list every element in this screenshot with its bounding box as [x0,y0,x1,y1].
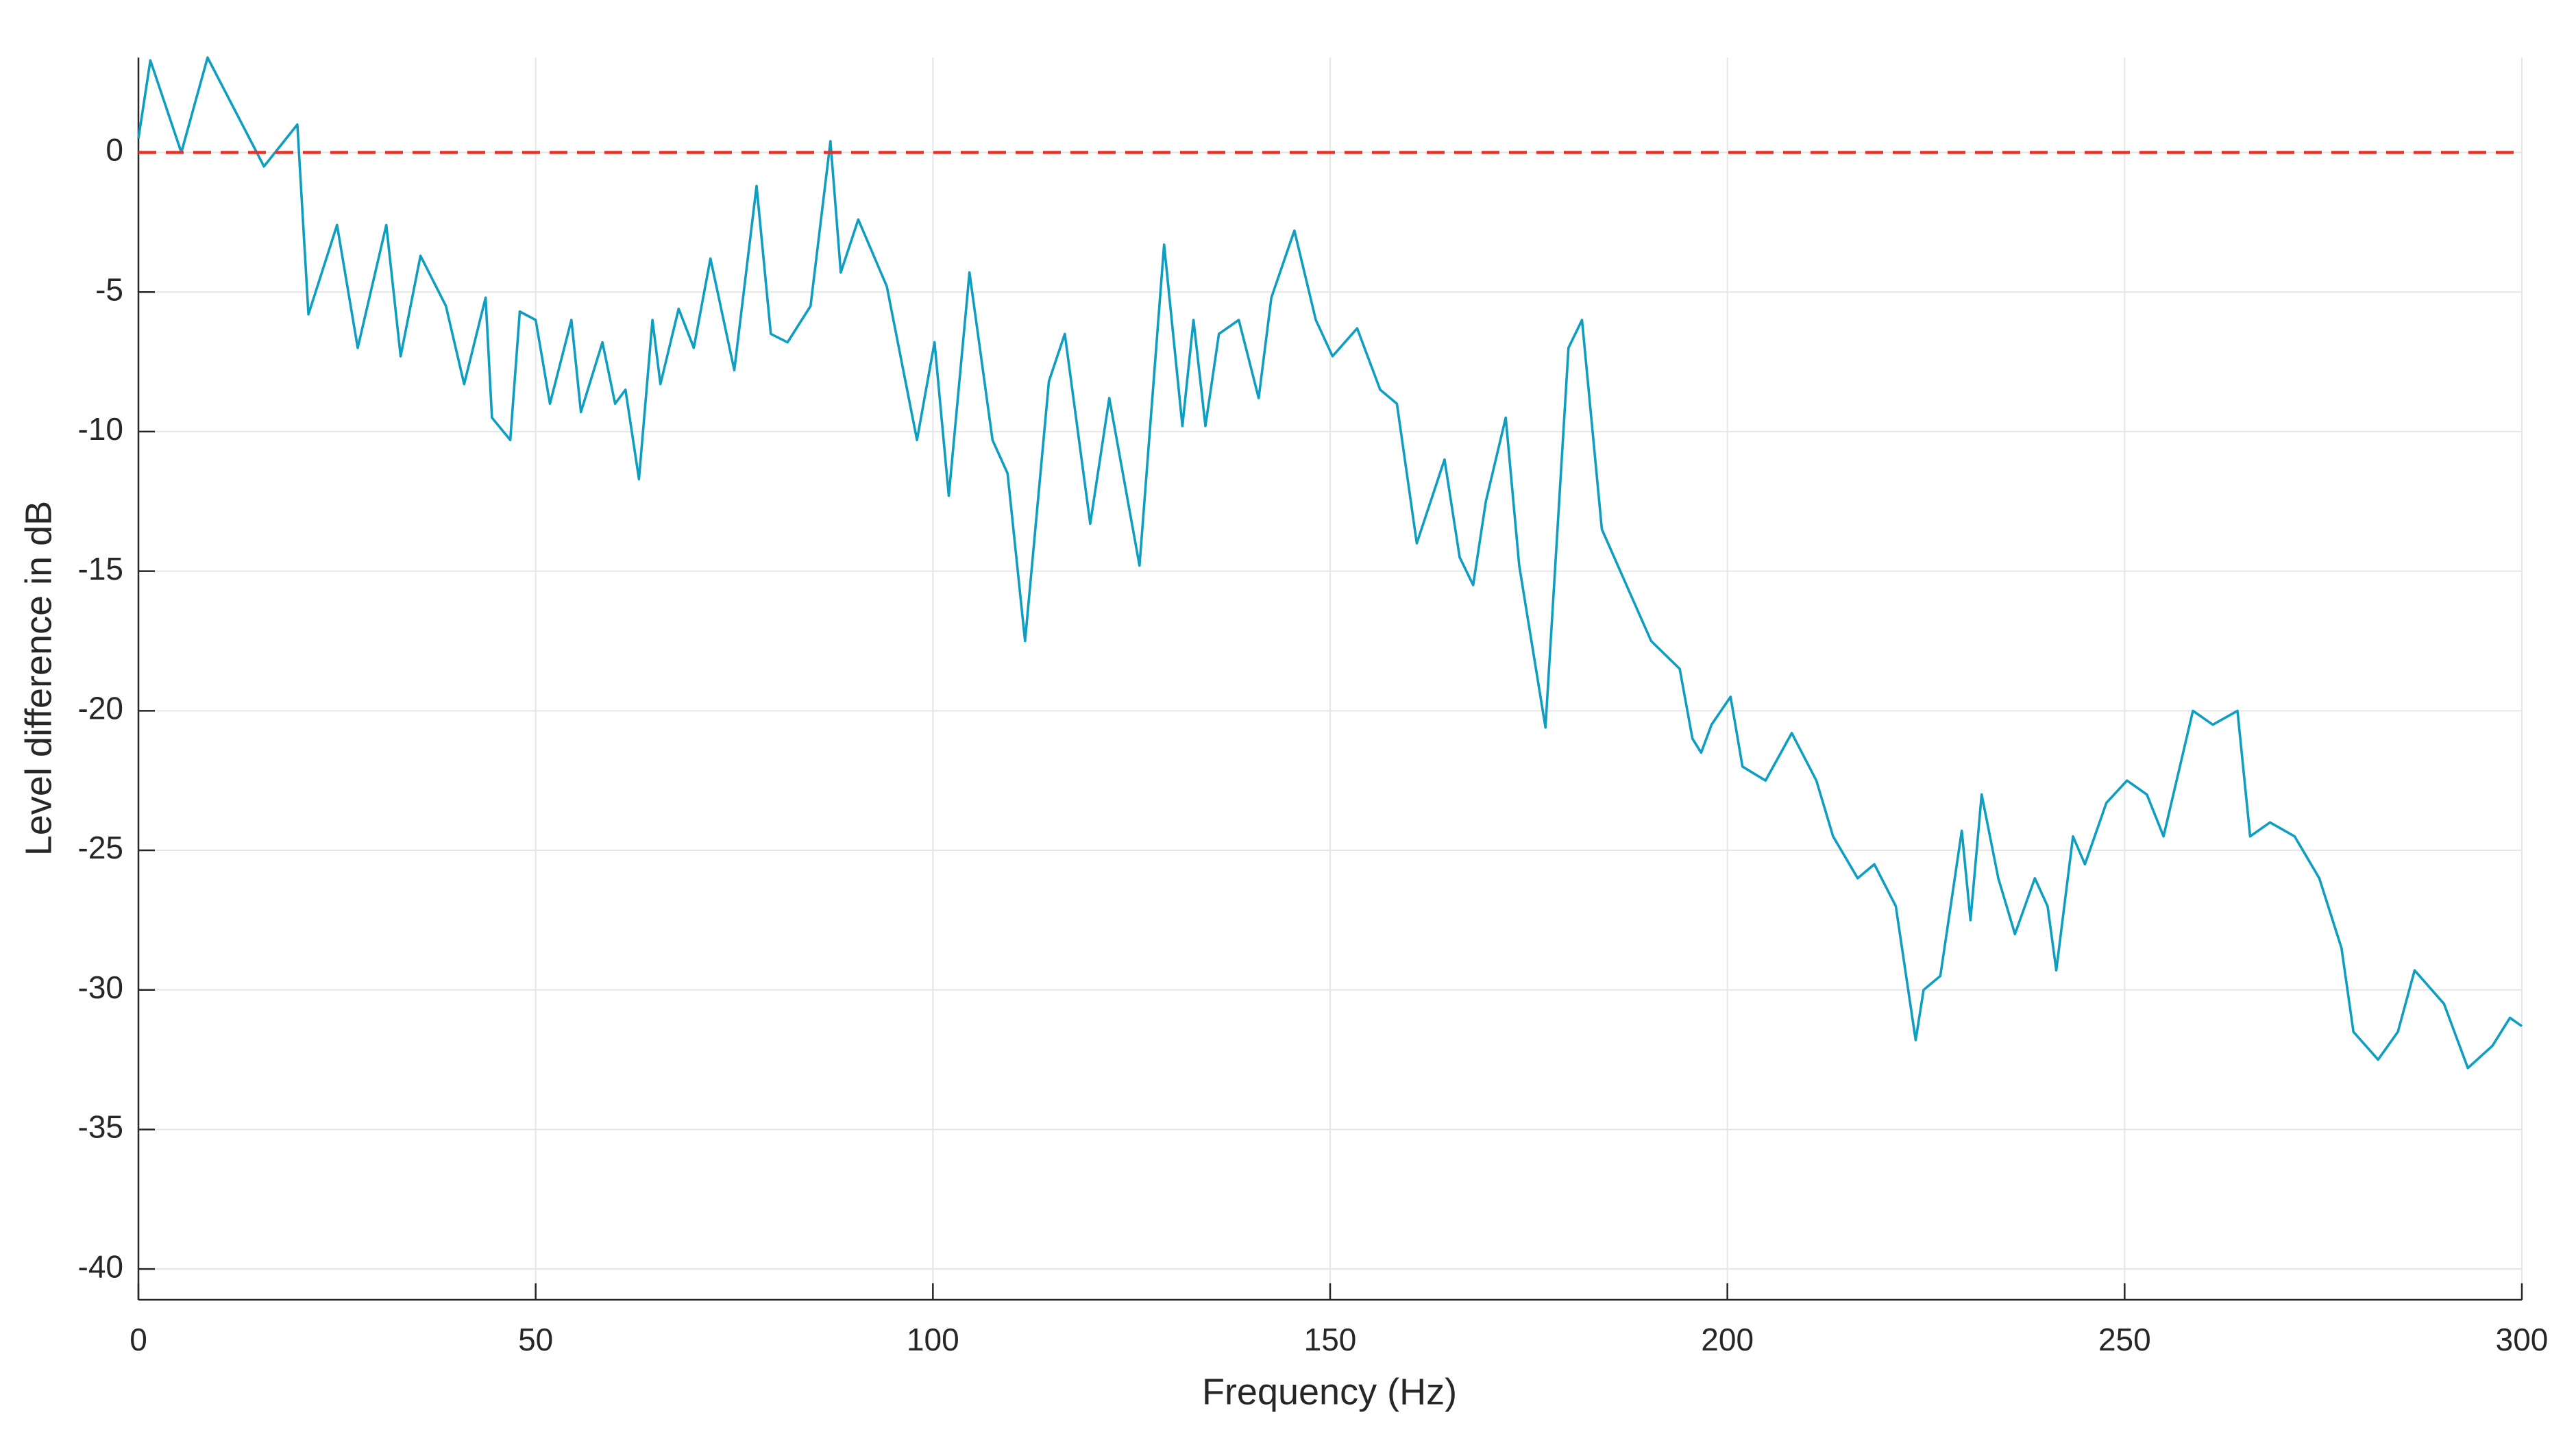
y-tick-label: -40 [78,1248,123,1284]
y-tick-label: 0 [106,132,123,168]
x-tick-label: 150 [1304,1322,1357,1357]
y-axis-title: Level difference in dB [18,501,59,856]
y-tick-label: -30 [78,970,123,1005]
x-tick-label: 100 [907,1322,959,1357]
x-tick-label: 200 [1701,1322,1754,1357]
y-tick-label: -10 [78,411,123,447]
x-tick-label: 0 [130,1322,147,1357]
y-tick-label: -5 [95,271,123,307]
y-tick-label: -35 [78,1109,123,1145]
y-tick-label: -20 [78,691,123,726]
data-line [137,56,2523,1070]
x-axis-title: Frequency (Hz) [1202,1371,1457,1412]
y-tick-label: -15 [78,551,123,587]
x-tick-label: 300 [2496,1322,2549,1357]
y-tick-label: -25 [78,830,123,865]
x-tick-label: 50 [518,1322,553,1357]
x-tick-label: 250 [2098,1322,2151,1357]
